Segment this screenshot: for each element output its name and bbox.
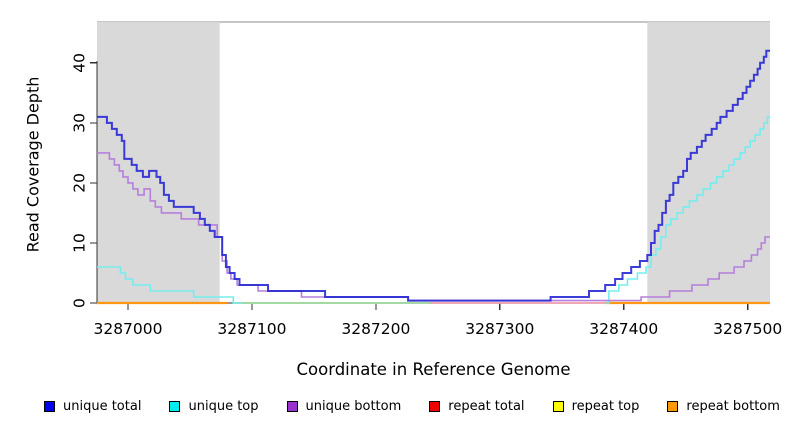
legend-label: unique top: [188, 399, 259, 414]
y-tick-label: 20: [71, 173, 89, 193]
chart-legend: unique total unique top unique bottom repea…: [44, 399, 780, 414]
shaded-region: [647, 22, 770, 303]
coverage-chart: 3287000 3287100 3287200 3287300 3287400 32875…: [71, 21, 782, 338]
legend-swatch-icon: [286, 401, 298, 412]
legend-label: repeat top: [571, 399, 640, 414]
legend-swatch-icon: [552, 401, 564, 412]
legend-item-repeat-top: repeat top: [552, 399, 640, 414]
legend-item-unique-top: unique top: [169, 399, 259, 414]
y-tick-label: 40: [71, 53, 89, 73]
series-unique-top: [605, 116, 770, 304]
legend-swatch-icon: [667, 401, 679, 412]
y-tick-label: 10: [71, 233, 89, 253]
legend-item-repeat-bottom: repeat bottom: [667, 399, 780, 414]
x-tick-label: 3287300: [465, 320, 534, 338]
legend-item-unique-total: unique total: [44, 399, 141, 414]
y-axis-title: Read Coverage Depth: [23, 76, 43, 253]
legend-label: unique total: [63, 399, 142, 414]
x-tick-label: 3287200: [341, 320, 410, 338]
legend-swatch-icon: [44, 401, 55, 412]
x-tick-label: 3287100: [217, 320, 286, 338]
x-tick-label: 3287400: [589, 320, 658, 338]
legend-item-unique-bottom: unique bottom: [286, 399, 402, 414]
x-axis-title: Coordinate in Reference Genome: [296, 360, 571, 379]
legend-swatch-icon: [169, 401, 181, 412]
y-tick-label: 0: [71, 298, 89, 308]
legend-item-repeat-total: repeat total: [429, 399, 525, 414]
legend-swatch-icon: [429, 401, 441, 412]
series-unique-total: [97, 49, 770, 302]
x-tick-label: 3287000: [93, 320, 162, 338]
legend-label: repeat total: [448, 399, 525, 414]
y-tick-label: 30: [71, 113, 89, 133]
x-tick-label: 3287500: [713, 320, 782, 338]
series-unique-top: [97, 266, 242, 304]
legend-label: unique bottom: [305, 399, 402, 414]
shaded-region: [97, 22, 220, 303]
legend-label: repeat bottom: [686, 399, 780, 414]
